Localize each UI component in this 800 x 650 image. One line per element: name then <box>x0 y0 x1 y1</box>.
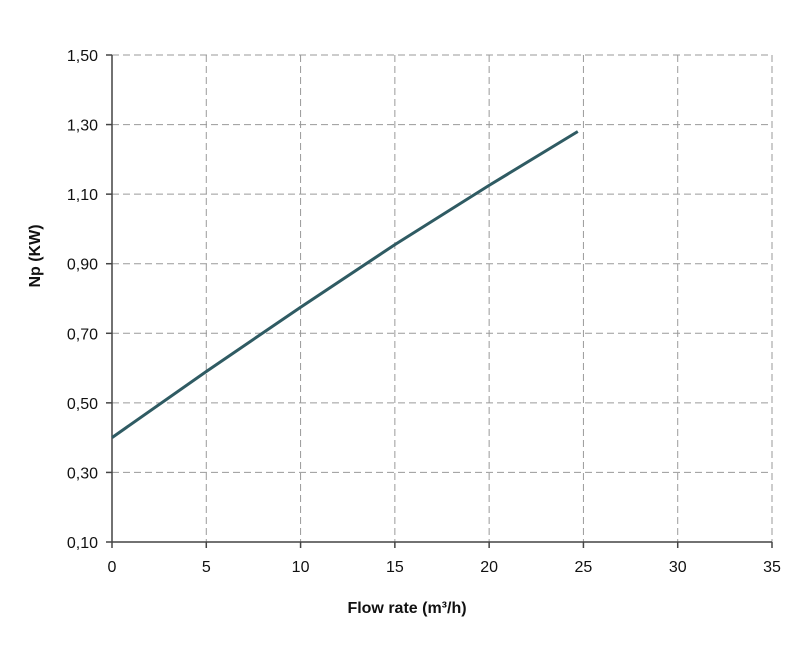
y-tick-label: 0,10 <box>67 535 98 552</box>
y-axis-title: Np (KW) <box>27 224 44 287</box>
y-tick-label: 0,30 <box>67 465 98 482</box>
series-layer <box>111 130 579 439</box>
tick-labels: 0,10 0,30 0,50 0,70 0,90 1,10 1,30 1,50 0 5 10 15 20… <box>67 48 781 576</box>
x-axis-title: Flow rate (m³/h) <box>347 600 466 617</box>
y-tick-label: 0,50 <box>67 396 98 413</box>
series-line <box>111 130 579 439</box>
y-tick-label: 1,30 <box>67 118 98 135</box>
x-tick-label: 20 <box>480 559 498 576</box>
axes <box>106 54 773 548</box>
y-tick-label: 1,10 <box>67 187 98 204</box>
x-tick-label: 35 <box>763 559 781 576</box>
x-tick-label: 30 <box>669 559 687 576</box>
x-tick-label: 15 <box>386 559 404 576</box>
grid <box>112 54 773 542</box>
y-tick-label: 0,70 <box>67 326 98 343</box>
x-tick-label: 5 <box>202 559 211 576</box>
y-tick-label: 0,90 <box>67 257 98 274</box>
x-tick-label: 10 <box>292 559 310 576</box>
x-tick-label: 25 <box>575 559 593 576</box>
x-tick-label: 0 <box>108 559 117 576</box>
y-tick-label: 1,50 <box>67 48 98 65</box>
